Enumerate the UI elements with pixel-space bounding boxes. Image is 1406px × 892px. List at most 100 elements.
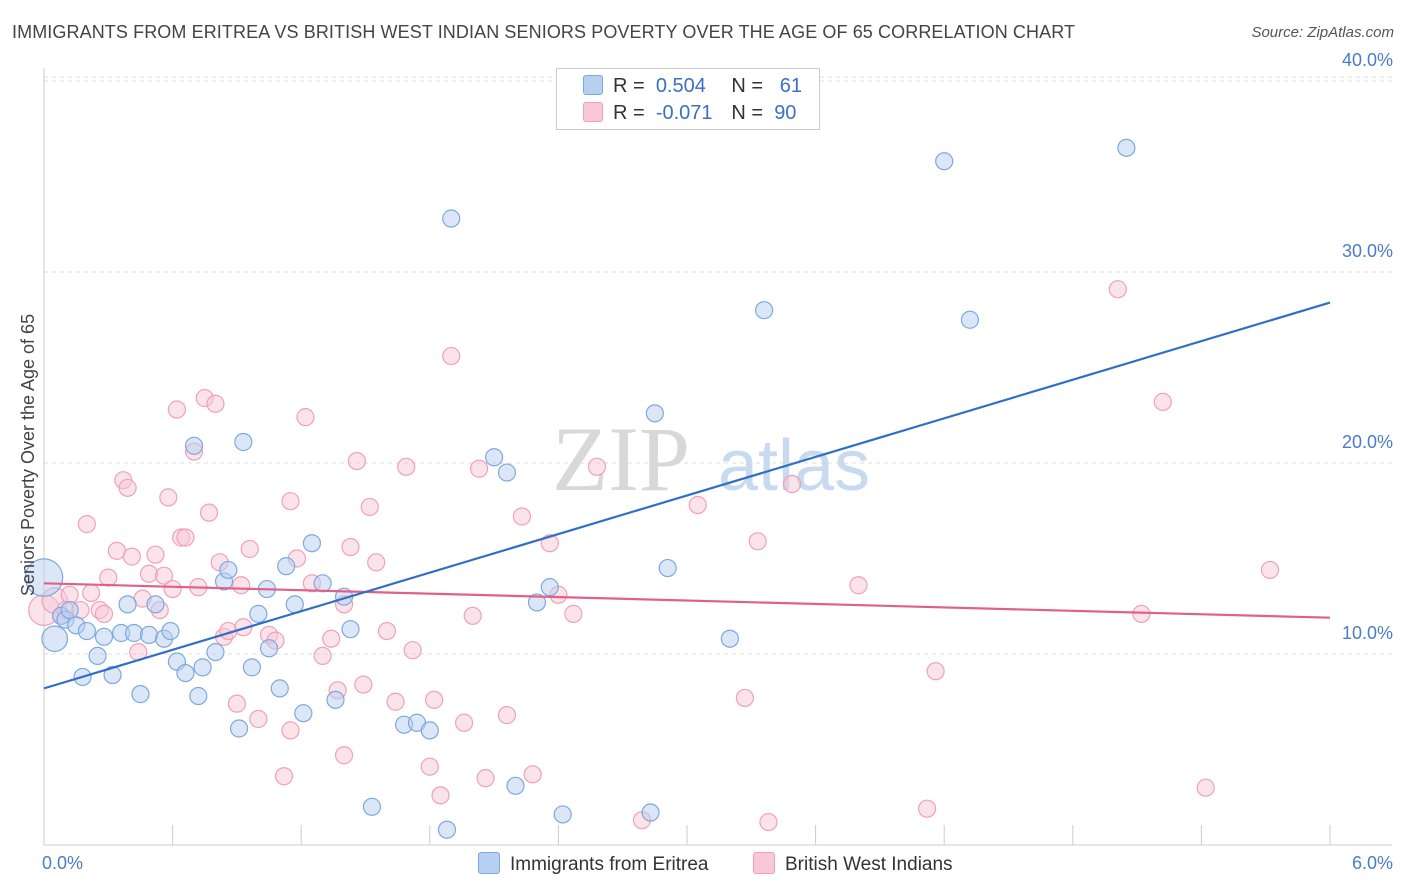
data-point [277, 557, 296, 576]
data-point [362, 797, 382, 816]
data-point [167, 400, 186, 419]
gridlines [44, 76, 1392, 655]
data-point [553, 805, 572, 824]
data-point [849, 576, 868, 595]
data-point [397, 457, 416, 476]
legend-label: Immigrants from Eritrea [510, 854, 709, 875]
data-point [341, 620, 360, 639]
data-point [302, 534, 322, 553]
data-point [193, 658, 212, 677]
data-point [420, 721, 439, 740]
data-point [77, 515, 96, 534]
data-point [176, 528, 195, 547]
data-point [82, 583, 101, 602]
data-point [249, 709, 268, 729]
data-point [219, 560, 238, 580]
legend-item-eritrea[interactable]: Immigrants from Eritrea [478, 852, 708, 876]
tick-labels: 10.0% 20.0% 30.0% 40.0% 0.0% 6.0% [42, 50, 1393, 873]
data-point [122, 547, 141, 566]
data-point [347, 451, 367, 471]
axes [43, 68, 1392, 846]
data-point [184, 436, 204, 455]
data-point [232, 576, 251, 595]
trend-line-eritrea [43, 301, 1331, 690]
data-point [377, 621, 397, 641]
data-point [313, 574, 332, 593]
data-point [60, 585, 79, 604]
data-point [94, 604, 114, 623]
data-point [442, 346, 461, 366]
data-point [249, 604, 268, 623]
data-point [1108, 280, 1127, 299]
data-point [189, 686, 208, 706]
data-point [146, 545, 165, 564]
data-point [139, 625, 159, 645]
data-point [431, 786, 450, 805]
data-point [274, 767, 294, 786]
data-point [259, 639, 279, 658]
data-point [41, 625, 69, 653]
data-point [94, 627, 114, 646]
data-point [99, 568, 118, 587]
data-point [755, 301, 774, 320]
data-point [527, 593, 547, 612]
data-point [420, 757, 439, 776]
source-credit: Source: ZipAtlas.com [1251, 24, 1394, 41]
data-point [442, 209, 461, 228]
data-point [748, 532, 767, 551]
data-point [77, 621, 96, 641]
n-label: N = [731, 75, 764, 97]
data-point [294, 704, 313, 723]
data-point [1117, 138, 1136, 157]
data-point [485, 448, 504, 467]
data-point [227, 694, 246, 713]
data-point [641, 803, 660, 822]
data-point [206, 394, 225, 413]
data-point [270, 679, 289, 698]
n-label: N = [731, 102, 764, 124]
data-point [403, 641, 422, 660]
y-tick-label: 20.0% [1342, 432, 1393, 452]
data-point [540, 578, 559, 597]
x-tick-label: 0.0% [42, 853, 83, 873]
data-point [199, 503, 219, 522]
data-point [146, 595, 165, 614]
data-point [935, 152, 954, 171]
data-point [88, 646, 107, 666]
series-british-west-indians [28, 280, 1280, 832]
series-legend: Immigrants from Eritrea British West Ind… [0, 852, 1406, 878]
data-point [1260, 560, 1280, 580]
data-point [645, 404, 664, 423]
x-tick-label: 6.0% [1352, 853, 1393, 873]
data-point [424, 690, 444, 709]
data-point [206, 642, 225, 662]
trend-lines [43, 301, 1331, 690]
data-point [313, 646, 332, 666]
watermark-zip: ZIP [552, 408, 690, 510]
data-point [497, 463, 517, 482]
data-point [463, 606, 482, 625]
data-point [322, 629, 341, 648]
r-value: 0.504 [655, 75, 706, 97]
data-point [176, 663, 195, 683]
chart-title: IMMIGRANTS FROM ERITREA VS BRITISH WEST … [12, 22, 1076, 42]
data-point [469, 459, 489, 478]
data-point [735, 688, 754, 708]
data-point [782, 474, 802, 494]
data-point [587, 457, 607, 476]
data-point [118, 595, 137, 614]
data-point [281, 492, 300, 511]
data-point [161, 621, 180, 641]
stats-row-bwi: R = -0.071 N = 90 [583, 102, 796, 128]
data-point [759, 812, 778, 832]
series-eritrea [24, 138, 1136, 839]
legend-item-bwi[interactable]: British West Indians [753, 852, 953, 876]
data-point [960, 310, 980, 329]
data-point [360, 497, 379, 517]
trend-line-bwi [43, 582, 1331, 619]
watermark-atlas: atlas [718, 426, 870, 506]
n-value: 90 [774, 102, 797, 124]
data-point [367, 553, 386, 572]
data-point [131, 685, 150, 704]
